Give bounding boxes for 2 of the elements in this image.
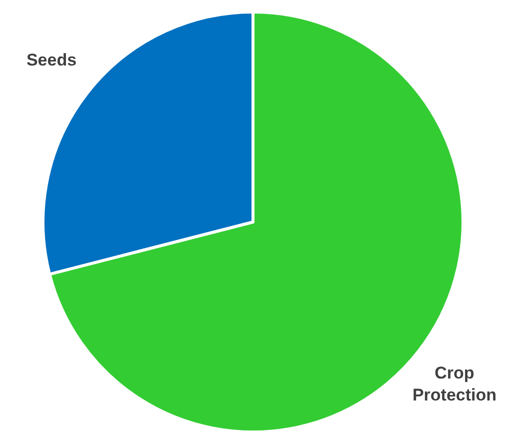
slice-label: Crop Protection — [412, 363, 497, 404]
slice-label: Seeds — [26, 50, 77, 70]
